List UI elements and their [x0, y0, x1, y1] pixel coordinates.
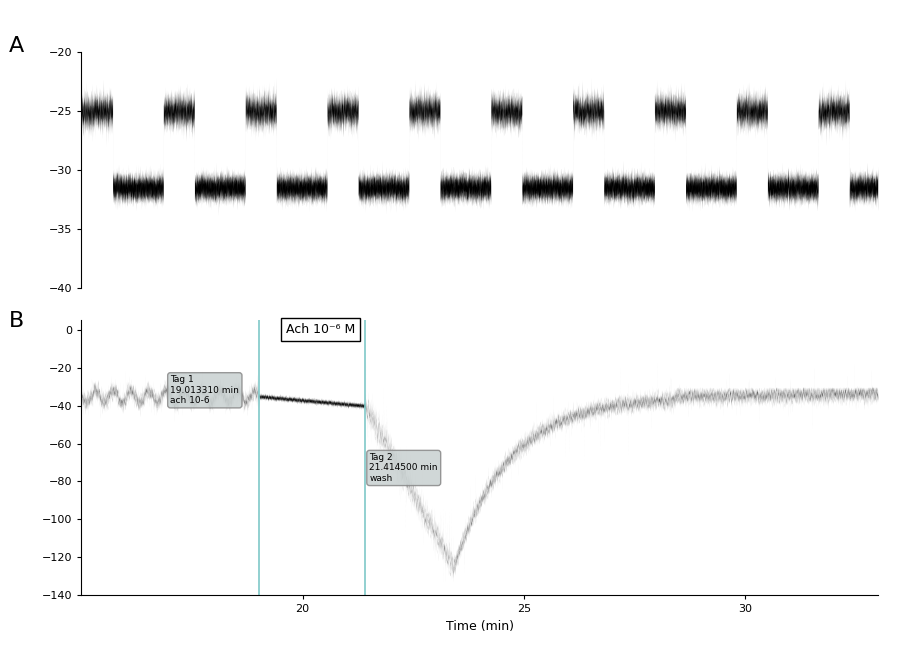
Text: A: A [9, 37, 24, 56]
Text: Tag 2
21.414500 min
wash: Tag 2 21.414500 min wash [369, 453, 438, 483]
Text: B: B [9, 311, 24, 331]
Text: Tag 1
19.013310 min
ach 10-6: Tag 1 19.013310 min ach 10-6 [170, 375, 239, 405]
X-axis label: Time (min): Time (min) [445, 620, 514, 632]
Text: Ach 10⁻⁶ M: Ach 10⁻⁶ M [286, 323, 356, 336]
